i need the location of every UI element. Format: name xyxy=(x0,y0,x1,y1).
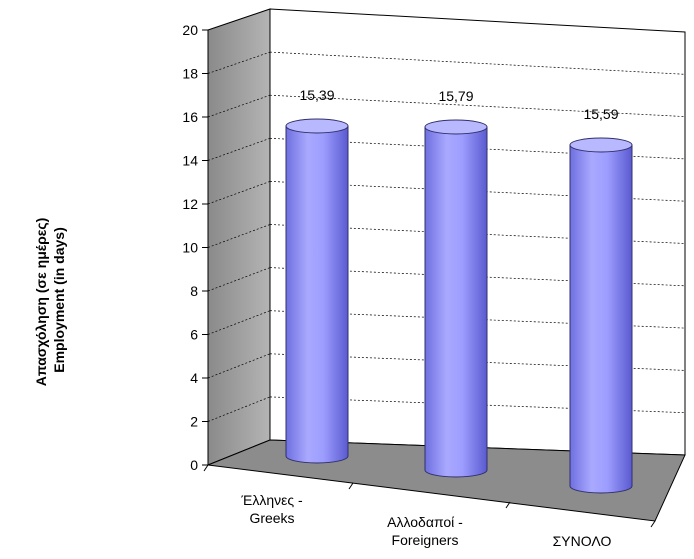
y-axis-title-line-2: Employment (in days) xyxy=(51,227,67,372)
y-tick-label: 8 xyxy=(190,283,198,299)
y-tick-label: 6 xyxy=(190,327,198,343)
gridline-side xyxy=(207,51,271,74)
y-axis: 0 2 4 6 8 10 12 14 16 18 20 xyxy=(182,22,209,473)
x-tick-mark xyxy=(505,501,511,509)
x-tick-mark xyxy=(650,520,656,528)
gridline-side xyxy=(207,181,271,205)
gridline-side xyxy=(207,94,271,118)
gridline-side xyxy=(207,396,271,422)
category-label-line: ΣΥΝΟΛΟ xyxy=(553,533,612,549)
bar xyxy=(569,137,633,494)
y-axis-title-line-1: Απασχόληση (σε ημέρες) xyxy=(33,218,49,387)
bars xyxy=(285,118,633,494)
y-tick-label: 10 xyxy=(182,240,198,256)
y-axis-title: Απασχόληση (σε ημέρες) Employment (in da… xyxy=(33,214,67,386)
y-tick-label: 18 xyxy=(182,66,198,82)
bar-body xyxy=(285,125,349,464)
gridline-side xyxy=(207,353,271,379)
category-labels: Έλληνες - Greeks Αλλοδαποί - Foreigners ΣΥΝΟ… xyxy=(203,464,656,549)
category-label-line: Έλληνες - xyxy=(240,492,303,508)
data-label: 15,39 xyxy=(299,87,334,103)
bar-top xyxy=(569,137,633,153)
x-tick-mark xyxy=(348,482,354,490)
y-tick-label: 2 xyxy=(190,414,198,430)
side-wall xyxy=(207,8,271,466)
y-tick-label: 12 xyxy=(182,196,198,212)
gridline-side xyxy=(207,224,271,248)
gridline-side xyxy=(207,137,271,161)
bar-top xyxy=(285,118,349,134)
gridline-side xyxy=(207,267,271,292)
y-tick-label: 16 xyxy=(182,109,198,125)
gridline-back xyxy=(269,94,686,117)
y-tick-label: 20 xyxy=(182,22,198,38)
bar-top xyxy=(424,119,488,135)
y-tick-label: 0 xyxy=(190,457,198,473)
bar-body xyxy=(424,126,488,478)
category-label: Αλλοδαποί - Foreigners xyxy=(387,514,463,548)
x-tick-mark xyxy=(203,464,209,472)
data-label: 15,79 xyxy=(438,88,473,104)
bar xyxy=(285,118,349,464)
y-tick-label: 4 xyxy=(190,370,198,386)
category-label-line: Foreigners xyxy=(392,532,459,548)
category-label-line: Αλλοδαποί - xyxy=(387,514,463,530)
category-label-line: Greeks xyxy=(249,510,294,526)
category-label: ΣΥΝΟΛΟ xyxy=(553,533,612,549)
data-labels: 15,39 15,79 15,59 xyxy=(299,87,618,122)
data-label: 15,59 xyxy=(583,106,618,122)
bar-body xyxy=(569,144,633,494)
gridline-back xyxy=(269,51,686,75)
bar xyxy=(424,119,488,478)
category-label: Έλληνες - Greeks xyxy=(240,492,303,526)
y-tick-label: 14 xyxy=(182,153,198,169)
gridline-side xyxy=(207,310,271,335)
